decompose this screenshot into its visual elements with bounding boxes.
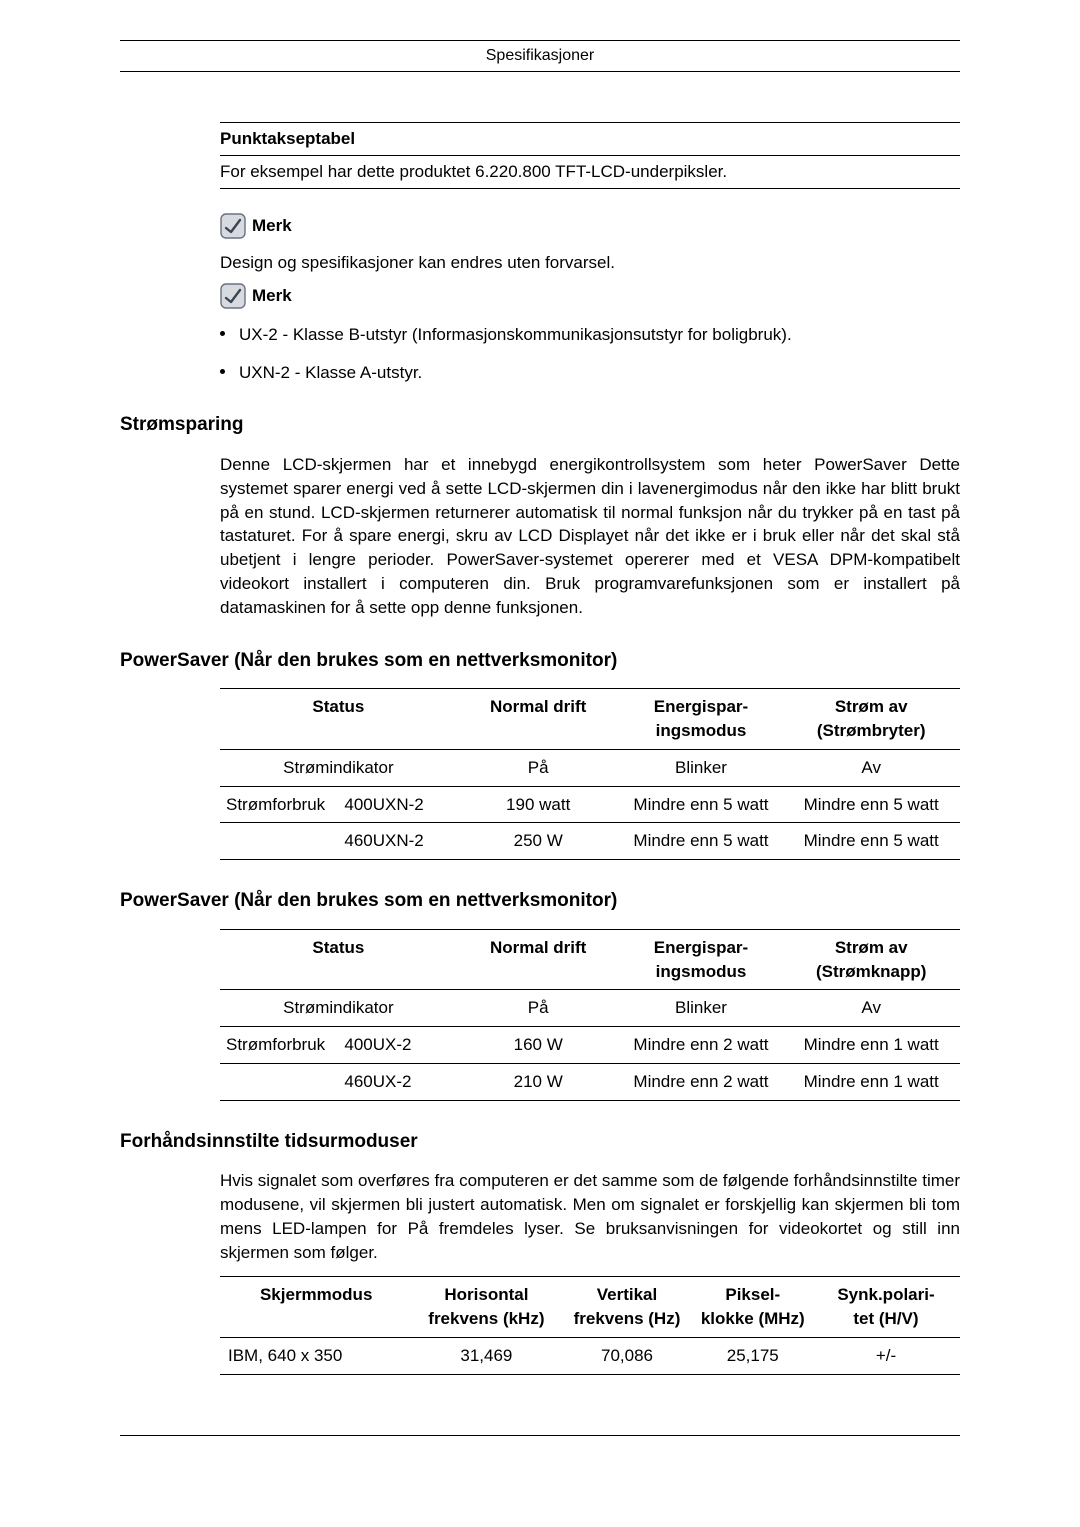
powersaver1-title: PowerSaver (Når den brukes som en nettve… bbox=[120, 648, 960, 675]
note-1-text: Design og spesifikasjoner kan endres ute… bbox=[220, 251, 960, 275]
table-header-row: Status Normal drift Energispar- ingsmodu… bbox=[220, 929, 960, 990]
bullet-icon bbox=[220, 331, 225, 336]
th-strom: Strøm av (Strømknapp) bbox=[782, 929, 960, 990]
bullet-text: UXN-2 - Klasse A-utstyr. bbox=[239, 361, 422, 385]
table-row: 460UX-2 210 W Mindre enn 2 watt Mindre e… bbox=[220, 1063, 960, 1100]
cell: Mindre enn 2 watt bbox=[620, 1027, 783, 1064]
th-normal: Normal drift bbox=[457, 929, 620, 990]
cell: Mindre enn 5 watt bbox=[782, 786, 960, 823]
table-row: Strømindikator På Blinker Av bbox=[220, 990, 960, 1027]
cell: Mindre enn 2 watt bbox=[620, 1063, 783, 1100]
cell: 400UX-2 bbox=[338, 1027, 456, 1064]
note-2-bullets: UX-2 - Klasse B-utstyr (Informasjonskomm… bbox=[220, 323, 960, 385]
cell bbox=[220, 1063, 338, 1100]
list-item: UX-2 - Klasse B-utstyr (Informasjonskomm… bbox=[220, 323, 960, 347]
table-header-row: Skjermmodus Horisontal frekvens (kHz) Ve… bbox=[220, 1277, 960, 1338]
cell: 210 W bbox=[457, 1063, 620, 1100]
th-energi: Energispar- ingsmodus bbox=[620, 929, 783, 990]
th-status: Status bbox=[220, 929, 457, 990]
note-label: Merk bbox=[252, 284, 292, 308]
table-row: Strømindikator På Blinker Av bbox=[220, 749, 960, 786]
cell: 31,469 bbox=[412, 1338, 560, 1375]
table-row: 460UXN-2 250 W Mindre enn 5 watt Mindre … bbox=[220, 823, 960, 860]
cell: Av bbox=[782, 749, 960, 786]
stromsparing-text: Denne LCD-skjermen har et innebygd energ… bbox=[220, 453, 960, 620]
stromsparing-title: Strømsparing bbox=[120, 412, 960, 439]
cell: Strømindikator bbox=[220, 990, 457, 1027]
note-icon bbox=[220, 283, 246, 309]
th-sync: Synk.polari- tet (H/V) bbox=[812, 1277, 960, 1338]
footer-rule bbox=[120, 1435, 960, 1436]
cell: Strømforbruk bbox=[220, 786, 338, 823]
note-icon bbox=[220, 213, 246, 239]
powersaver2-title: PowerSaver (Når den brukes som en nettve… bbox=[120, 888, 960, 915]
cell: IBM, 640 x 350 bbox=[220, 1338, 412, 1375]
cell: +/- bbox=[812, 1338, 960, 1375]
cell: Mindre enn 1 watt bbox=[782, 1027, 960, 1064]
preset-text: Hvis signalet som overføres fra computer… bbox=[220, 1169, 960, 1264]
preset-table: Skjermmodus Horisontal frekvens (kHz) Ve… bbox=[220, 1276, 960, 1374]
page-header: Spesifikasjoner bbox=[120, 40, 960, 72]
cell: 460UXN-2 bbox=[338, 823, 456, 860]
cell: Mindre enn 5 watt bbox=[620, 786, 783, 823]
cell: Av bbox=[782, 990, 960, 1027]
bullet-text: UX-2 - Klasse B-utstyr (Informasjonskomm… bbox=[239, 323, 792, 347]
th-mode: Skjermmodus bbox=[220, 1277, 412, 1338]
th-horiz: Horisontal frekvens (kHz) bbox=[412, 1277, 560, 1338]
bullet-icon bbox=[220, 369, 225, 374]
cell: På bbox=[457, 749, 620, 786]
cell: 460UX-2 bbox=[338, 1063, 456, 1100]
th-normal: Normal drift bbox=[457, 689, 620, 750]
th-vert: Vertikal frekvens (Hz) bbox=[560, 1277, 693, 1338]
punktaksep-title: Punktakseptabel bbox=[220, 122, 960, 155]
note-label: Merk bbox=[252, 214, 292, 238]
cell: 160 W bbox=[457, 1027, 620, 1064]
punktaksep-text: For eksempel har dette produktet 6.220.8… bbox=[220, 155, 960, 189]
cell: Mindre enn 5 watt bbox=[620, 823, 783, 860]
cell: 190 watt bbox=[457, 786, 620, 823]
table-header-row: Status Normal drift Energispar- ingsmodu… bbox=[220, 689, 960, 750]
cell: Strømforbruk bbox=[220, 1027, 338, 1064]
powersaver1-table: Status Normal drift Energispar- ingsmodu… bbox=[220, 688, 960, 860]
cell: 250 W bbox=[457, 823, 620, 860]
th-pixel: Piksel- klokke (MHz) bbox=[694, 1277, 812, 1338]
cell: 70,086 bbox=[560, 1338, 693, 1375]
note-1: Merk bbox=[220, 213, 960, 239]
table-row: Strømforbruk 400UXN-2 190 watt Mindre en… bbox=[220, 786, 960, 823]
cell: På bbox=[457, 990, 620, 1027]
cell: Mindre enn 1 watt bbox=[782, 1063, 960, 1100]
note-2: Merk bbox=[220, 283, 960, 309]
th-energi: Energispar- ingsmodus bbox=[620, 689, 783, 750]
cell: Blinker bbox=[620, 990, 783, 1027]
th-status: Status bbox=[220, 689, 457, 750]
cell: Mindre enn 5 watt bbox=[782, 823, 960, 860]
powersaver2-table: Status Normal drift Energispar- ingsmodu… bbox=[220, 929, 960, 1101]
th-strom: Strøm av (Strømbryter) bbox=[782, 689, 960, 750]
preset-title: Forhåndsinnstilte tidsurmoduser bbox=[120, 1129, 960, 1156]
table-row: IBM, 640 x 350 31,469 70,086 25,175 +/- bbox=[220, 1338, 960, 1375]
cell: Strømindikator bbox=[220, 749, 457, 786]
cell: 25,175 bbox=[694, 1338, 812, 1375]
table-row: Strømforbruk 400UX-2 160 W Mindre enn 2 … bbox=[220, 1027, 960, 1064]
cell: 400UXN-2 bbox=[338, 786, 456, 823]
list-item: UXN-2 - Klasse A-utstyr. bbox=[220, 361, 960, 385]
cell bbox=[220, 823, 338, 860]
cell: Blinker bbox=[620, 749, 783, 786]
